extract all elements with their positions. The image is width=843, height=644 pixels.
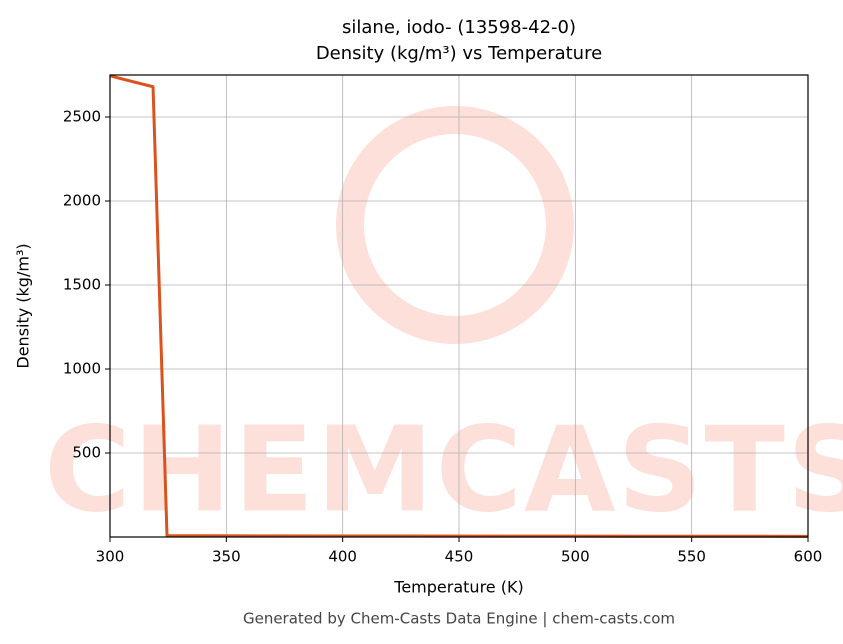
y-tick-label: 2500 — [63, 108, 101, 126]
chart-subtitle: Density (kg/m³) vs Temperature — [316, 43, 602, 64]
watermark: CHEMCASTS — [44, 400, 843, 538]
watermark-logo — [336, 106, 574, 344]
y-tick-label: 2000 — [63, 192, 101, 210]
plot-frame — [109, 74, 809, 538]
y-tick-label: 500 — [72, 444, 101, 462]
x-tick-label: 550 — [677, 548, 706, 566]
y-tick-label: 1500 — [63, 276, 101, 294]
data-line — [109, 74, 809, 538]
y-axis-label: Density (kg/m³) — [14, 243, 33, 368]
x-tick-label: 300 — [96, 548, 125, 566]
footer: Generated by Chem-Casts Data Engine | ch… — [243, 610, 675, 628]
x-tick-label: 500 — [561, 548, 590, 566]
x-tick-label: 600 — [794, 548, 823, 566]
x-axis-label: Temperature (K) — [393, 578, 523, 597]
y-tick-label: 1000 — [63, 360, 101, 378]
x-tick-label: 400 — [328, 548, 357, 566]
x-tick-label: 350 — [212, 548, 241, 566]
chart-title: silane, iodo- (13598-42-0) — [342, 17, 576, 38]
x-tick-label: 450 — [445, 548, 474, 566]
